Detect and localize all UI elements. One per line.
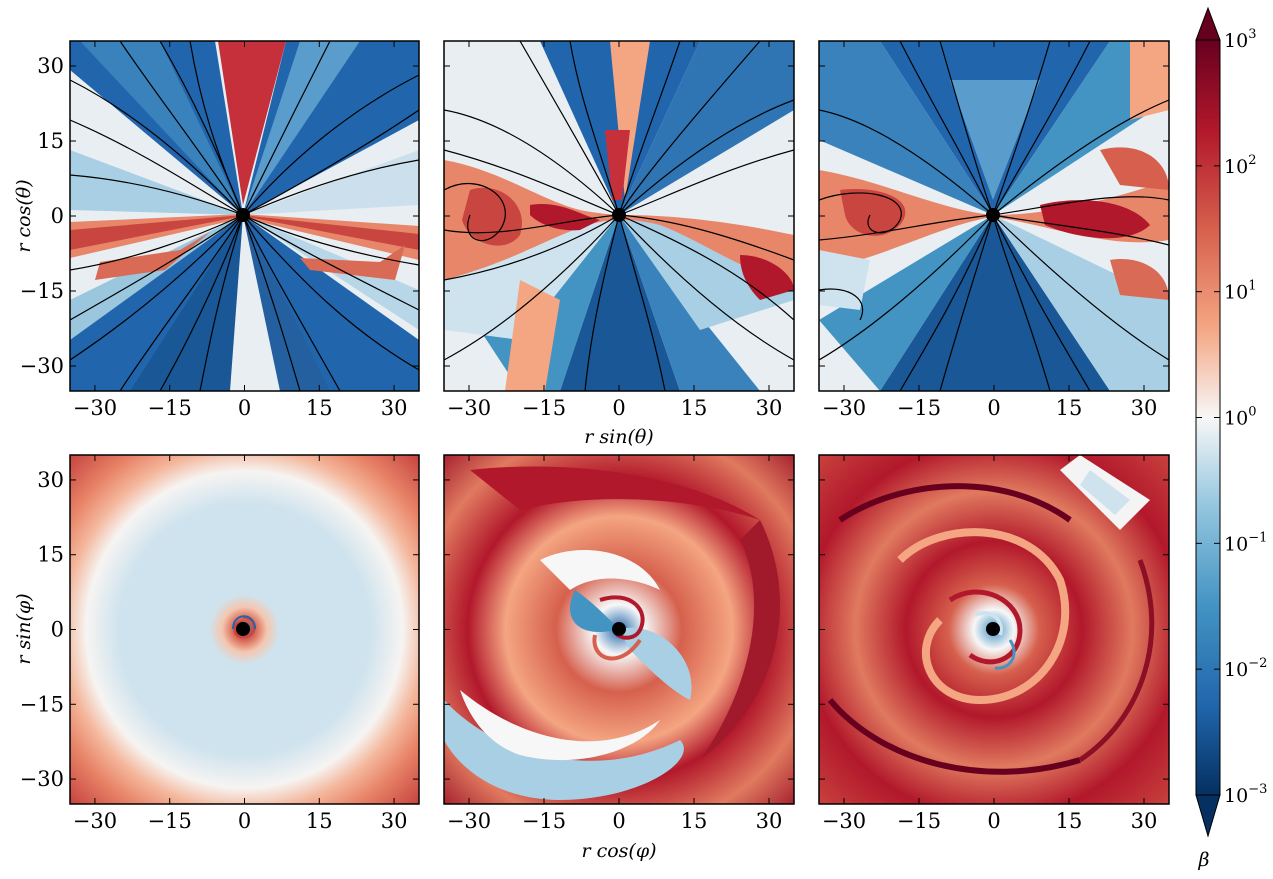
panel-top-center xyxy=(443,40,795,392)
x-tick-label: −15 xyxy=(522,809,566,833)
x-tick-label: 15 xyxy=(1056,809,1083,833)
colorbar: 103 102 101 100 10−1 10−2 10−3 β xyxy=(1195,6,1267,871)
colorbar-tick-label: 103 xyxy=(1224,27,1256,52)
x-tick-label: −30 xyxy=(73,809,117,833)
colorbar-tick-label: 100 xyxy=(1224,405,1256,430)
x-tick-label: −30 xyxy=(447,396,491,420)
heatmap-field xyxy=(70,41,419,391)
colorbar-tick-label: 10−3 xyxy=(1224,782,1267,807)
colorbar-label: β xyxy=(1198,849,1210,871)
y-tick-label: −15 xyxy=(20,279,64,303)
y-tick-label: 15 xyxy=(37,129,64,153)
panel-bottom-right xyxy=(818,454,1170,805)
ylabel-top: r cos(θ) xyxy=(13,179,35,252)
panel-bottom-center xyxy=(443,454,795,805)
colorbar-extend-min xyxy=(1195,794,1221,838)
colorbar-tick-label: 10−1 xyxy=(1224,530,1267,555)
black-hole xyxy=(236,208,250,222)
streamlines xyxy=(70,41,419,391)
panel-top-left xyxy=(69,40,420,392)
heatmap-field xyxy=(444,455,794,804)
black-hole xyxy=(986,622,1000,636)
xlabel-bottom: r cos(φ) xyxy=(581,840,656,862)
y-tick-label: 15 xyxy=(37,543,64,567)
x-tick-label: −15 xyxy=(897,809,941,833)
x-tick-label: 15 xyxy=(306,396,333,420)
x-tick-label: 15 xyxy=(681,809,708,833)
y-tick-label: −15 xyxy=(20,692,64,716)
y-tick-label: −30 xyxy=(20,354,64,378)
x-tick-label: 0 xyxy=(612,809,625,833)
panel-bottom-left xyxy=(69,454,420,805)
black-hole xyxy=(612,208,626,222)
x-tick-label: 30 xyxy=(1131,809,1158,833)
heatmap-field xyxy=(819,455,1169,804)
heatmap-field xyxy=(70,455,419,804)
x-tick-label: −15 xyxy=(148,809,192,833)
y-tick-label: 0 xyxy=(51,204,64,228)
x-tick-label: 0 xyxy=(612,396,625,420)
y-tick-label: 30 xyxy=(37,468,64,492)
x-tick-label: −30 xyxy=(447,809,491,833)
heatmap-field xyxy=(444,41,794,391)
x-tick-label: 15 xyxy=(306,809,333,833)
heatmap-field xyxy=(819,41,1169,391)
black-hole xyxy=(236,622,250,636)
x-tick-label: 0 xyxy=(238,809,251,833)
axis-ticks: −30 −15 0 15 30 −30 −15 0 15 30 −30 −15 0 15 30 −30 −15 0… xyxy=(20,41,1169,833)
y-tick-label: 30 xyxy=(37,54,64,78)
x-tick-label: 30 xyxy=(756,396,783,420)
streamlines xyxy=(444,41,794,391)
ylabel-bottom: r sin(φ) xyxy=(13,593,35,664)
x-tick-label: −15 xyxy=(148,396,192,420)
x-tick-label: 0 xyxy=(987,396,1000,420)
x-tick-label: −30 xyxy=(822,396,866,420)
y-tick-label: 0 xyxy=(51,618,64,642)
black-hole xyxy=(986,208,1000,222)
black-hole xyxy=(612,622,626,636)
x-tick-label: 30 xyxy=(1131,396,1158,420)
x-tick-label: −30 xyxy=(822,809,866,833)
colorbar-tick-label: 102 xyxy=(1224,153,1256,178)
colorbar-ticks: 103 102 101 100 10−1 10−2 10−3 xyxy=(1196,27,1267,807)
colorbar-tick-label: 101 xyxy=(1224,279,1256,304)
x-tick-label: 30 xyxy=(381,396,408,420)
xlabel-top: r sin(θ) xyxy=(584,426,653,448)
x-tick-label: 30 xyxy=(756,809,783,833)
x-tick-label: −15 xyxy=(897,396,941,420)
streamlines xyxy=(819,41,1169,391)
colorbar-tick-label: 10−2 xyxy=(1224,656,1267,681)
x-tick-label: 30 xyxy=(381,809,408,833)
y-tick-label: −30 xyxy=(20,767,64,791)
colorbar-extend-max xyxy=(1195,6,1221,41)
x-tick-label: 15 xyxy=(1056,396,1083,420)
x-tick-label: 15 xyxy=(681,396,708,420)
x-tick-label: −30 xyxy=(73,396,117,420)
x-tick-label: 0 xyxy=(987,809,1000,833)
x-tick-label: −15 xyxy=(522,396,566,420)
x-tick-label: 0 xyxy=(238,396,251,420)
panel-top-right xyxy=(818,40,1170,392)
